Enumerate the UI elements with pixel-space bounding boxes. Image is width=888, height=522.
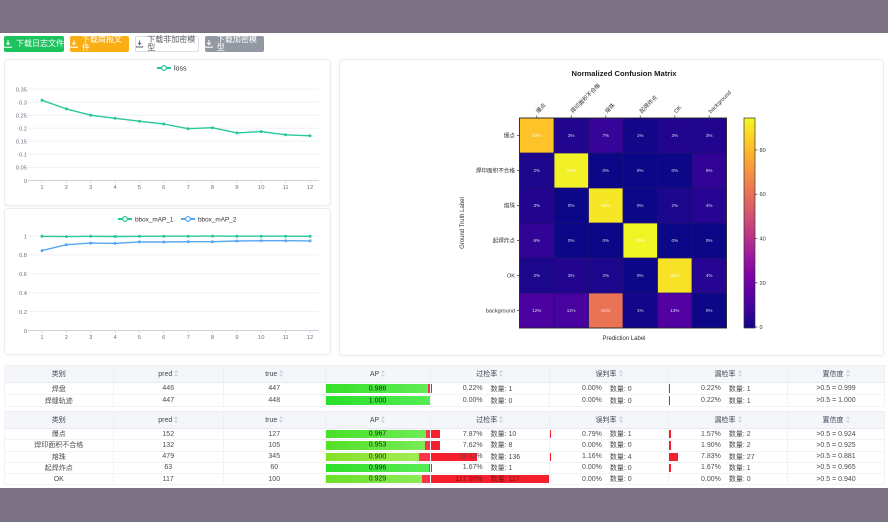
svg-text:12%: 12% xyxy=(532,308,541,313)
svg-text:3%: 3% xyxy=(706,133,713,138)
svg-text:0%: 0% xyxy=(637,203,644,208)
svg-text:11: 11 xyxy=(283,335,289,341)
svg-text:0%: 0% xyxy=(637,273,644,278)
svg-text:0.8: 0.8 xyxy=(19,253,27,259)
svg-text:90%: 90% xyxy=(601,203,610,208)
svg-text:0: 0 xyxy=(24,179,27,185)
svg-text:13%: 13% xyxy=(670,308,679,313)
svg-text:0.4: 0.4 xyxy=(19,291,28,297)
svg-text:1%: 1% xyxy=(637,133,644,138)
svg-text:0%: 0% xyxy=(637,168,644,173)
svg-text:7: 7 xyxy=(187,185,190,191)
svg-text:4%: 4% xyxy=(706,203,713,208)
svg-text:bbox_mAP_2: bbox_mAP_2 xyxy=(198,217,237,224)
svg-text:1: 1 xyxy=(40,335,43,341)
svg-text:Ground Truth Label: Ground Truth Label xyxy=(460,197,466,249)
svg-text:60: 60 xyxy=(760,192,766,198)
svg-text:11: 11 xyxy=(283,185,289,191)
svg-text:0.15: 0.15 xyxy=(16,140,27,146)
svg-text:93%: 93% xyxy=(636,238,645,243)
svg-text:3: 3 xyxy=(89,185,92,191)
svg-text:6%: 6% xyxy=(706,168,713,173)
svg-text:8: 8 xyxy=(211,335,214,341)
svg-text:background: background xyxy=(708,90,733,115)
svg-text:0.1: 0.1 xyxy=(19,153,27,159)
svg-text:92%: 92% xyxy=(567,168,576,173)
svg-text:0.25: 0.25 xyxy=(16,114,27,120)
svg-text:2%: 2% xyxy=(602,273,609,278)
svg-text:OK: OK xyxy=(507,274,515,280)
svg-text:Normalized Confusion Matrix: Normalized Confusion Matrix xyxy=(571,69,677,78)
svg-text:0%: 0% xyxy=(706,308,713,313)
svg-text:爆点: 爆点 xyxy=(504,132,516,140)
svg-text:0.2: 0.2 xyxy=(19,310,27,316)
svg-text:0%: 0% xyxy=(602,168,609,173)
svg-text:80: 80 xyxy=(760,148,766,154)
svg-text:0.6: 0.6 xyxy=(19,272,27,278)
svg-text:爆点: 爆点 xyxy=(534,101,548,115)
svg-text:2%: 2% xyxy=(671,203,678,208)
svg-text:89%: 89% xyxy=(670,273,679,278)
svg-text:loss: loss xyxy=(174,66,187,73)
svg-text:5: 5 xyxy=(138,335,141,341)
svg-text:9: 9 xyxy=(235,185,238,191)
svg-text:2%: 2% xyxy=(533,273,540,278)
svg-text:11%: 11% xyxy=(567,308,576,313)
svg-text:3%: 3% xyxy=(533,203,540,208)
svg-text:8: 8 xyxy=(211,185,214,191)
svg-text:bbox_mAP_1: bbox_mAP_1 xyxy=(135,217,174,224)
svg-text:12: 12 xyxy=(307,185,313,191)
svg-text:焊印面积不合格: 焊印面积不合格 xyxy=(569,81,603,115)
svg-text:10: 10 xyxy=(258,335,264,341)
svg-text:0%: 0% xyxy=(568,203,575,208)
svg-text:40: 40 xyxy=(760,237,766,243)
svg-text:2%: 2% xyxy=(533,168,540,173)
svg-text:6: 6 xyxy=(162,185,165,191)
svg-text:4%: 4% xyxy=(706,273,713,278)
svg-text:4: 4 xyxy=(113,335,117,341)
svg-text:7: 7 xyxy=(187,335,190,341)
svg-text:1: 1 xyxy=(24,234,27,240)
svg-text:9: 9 xyxy=(235,335,238,341)
svg-text:3%: 3% xyxy=(568,133,575,138)
svg-text:82%: 82% xyxy=(532,133,541,138)
svg-text:0%: 0% xyxy=(568,238,575,243)
svg-text:0%: 0% xyxy=(671,238,678,243)
svg-text:熔珠: 熔珠 xyxy=(603,101,617,115)
svg-text:6: 6 xyxy=(162,335,165,341)
svg-text:2: 2 xyxy=(65,185,68,191)
svg-text:3: 3 xyxy=(89,335,92,341)
svg-text:熔珠: 熔珠 xyxy=(504,202,516,210)
svg-text:3%: 3% xyxy=(671,133,678,138)
svg-text:0: 0 xyxy=(24,329,27,335)
svg-text:0: 0 xyxy=(760,325,763,331)
svg-text:0%: 0% xyxy=(602,238,609,243)
svg-text:0.05: 0.05 xyxy=(16,166,27,172)
svg-text:5: 5 xyxy=(138,185,141,191)
svg-text:4: 4 xyxy=(113,185,117,191)
svg-text:起焊炸点: 起焊炸点 xyxy=(493,237,516,245)
svg-text:Prediction Label: Prediction Label xyxy=(602,336,645,342)
svg-text:6%: 6% xyxy=(533,238,540,243)
svg-text:0%: 0% xyxy=(706,238,713,243)
svg-text:0.35: 0.35 xyxy=(16,87,27,93)
svg-text:3%: 3% xyxy=(568,273,575,278)
svg-text:20: 20 xyxy=(760,281,766,287)
svg-text:12: 12 xyxy=(307,335,313,341)
svg-text:焊印面积不合格: 焊印面积不合格 xyxy=(476,167,516,175)
svg-text:2: 2 xyxy=(65,335,68,341)
svg-text:7%: 7% xyxy=(602,133,609,138)
svg-text:61%: 61% xyxy=(601,308,610,313)
svg-text:10: 10 xyxy=(258,185,264,191)
svg-text:1%: 1% xyxy=(637,308,644,313)
svg-text:1: 1 xyxy=(40,185,43,191)
svg-text:0.3: 0.3 xyxy=(19,100,27,106)
svg-text:0%: 0% xyxy=(671,168,678,173)
svg-text:background: background xyxy=(486,309,515,315)
svg-text:0.2: 0.2 xyxy=(19,127,27,133)
svg-text:起焊炸点: 起焊炸点 xyxy=(638,93,660,115)
svg-text:OK: OK xyxy=(673,105,683,115)
